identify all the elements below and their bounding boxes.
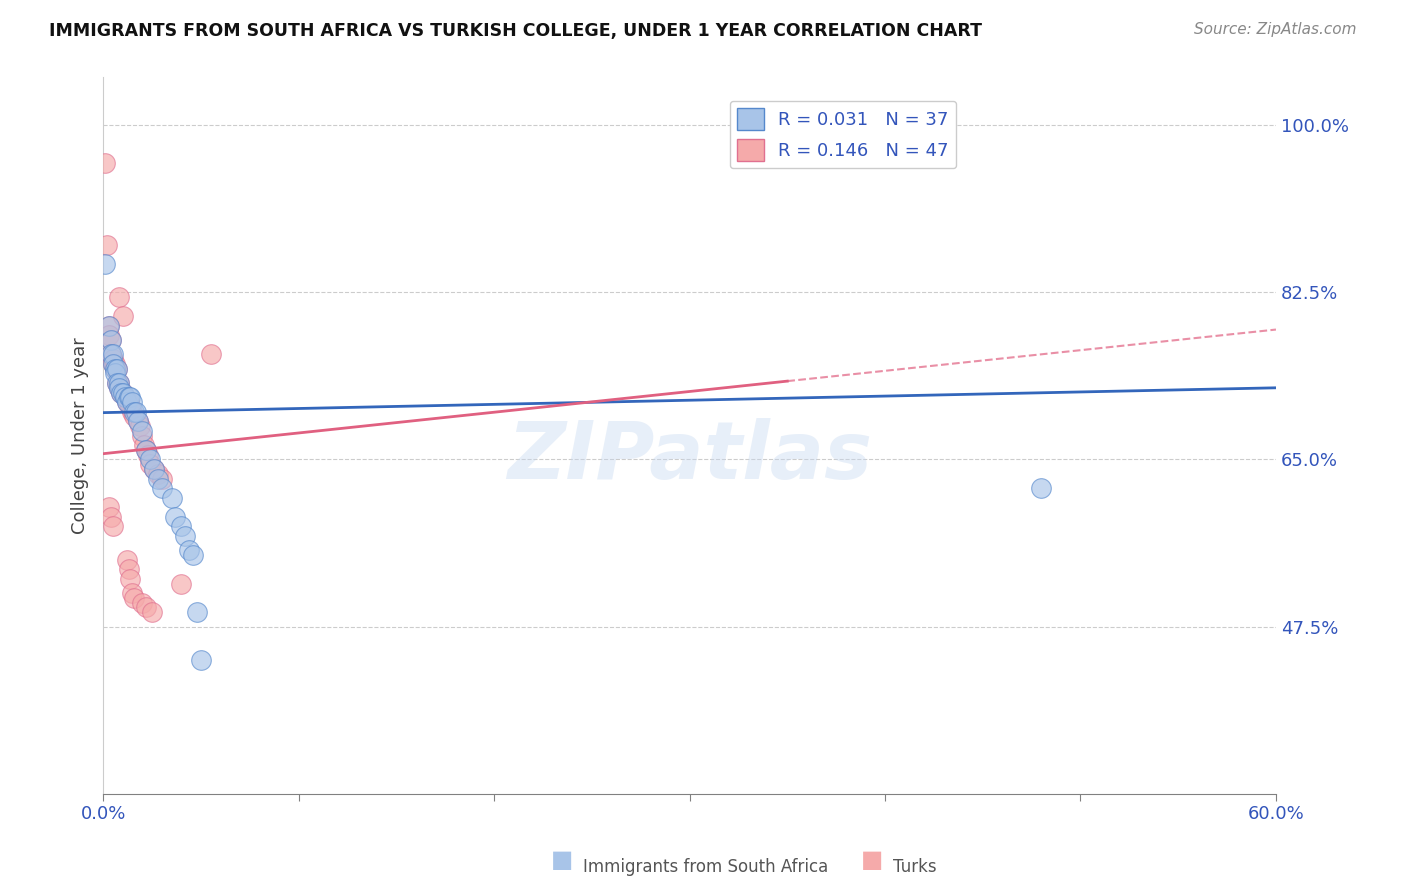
- Text: ZIPatlas: ZIPatlas: [508, 418, 872, 496]
- Point: [111, 309, 134, 323]
- Point: [107, 381, 129, 395]
- Point: [120, 572, 142, 586]
- Point: [115, 395, 138, 409]
- Point: [117, 395, 139, 409]
- Point: [135, 600, 157, 615]
- Legend: R = 0.031   N = 37, R = 0.146   N = 47: R = 0.031 N = 37, R = 0.146 N = 47: [730, 101, 956, 169]
- Point: [124, 405, 146, 419]
- Point: [134, 438, 156, 452]
- Point: [114, 390, 136, 404]
- Point: [111, 385, 134, 400]
- Point: [101, 519, 124, 533]
- Point: [142, 462, 165, 476]
- Point: [141, 605, 163, 619]
- Point: [120, 400, 142, 414]
- Point: [98, 500, 121, 515]
- Point: [98, 318, 121, 333]
- Point: [121, 586, 143, 600]
- Point: [111, 385, 134, 400]
- Point: [105, 361, 128, 376]
- Text: Source: ZipAtlas.com: Source: ZipAtlas.com: [1194, 22, 1357, 37]
- Point: [174, 529, 197, 543]
- Point: [115, 552, 138, 566]
- Point: [121, 405, 143, 419]
- Point: [131, 428, 153, 442]
- Point: [110, 385, 132, 400]
- Y-axis label: College, Under 1 year: College, Under 1 year: [72, 337, 89, 534]
- Point: [100, 509, 122, 524]
- Point: [115, 395, 138, 409]
- Point: [117, 562, 139, 576]
- Point: [125, 405, 148, 419]
- Point: [104, 361, 127, 376]
- Point: [104, 367, 127, 381]
- Point: [101, 352, 124, 367]
- Point: [96, 237, 118, 252]
- Point: [98, 318, 121, 333]
- Point: [165, 509, 187, 524]
- Point: [105, 361, 128, 376]
- Point: [114, 390, 136, 404]
- Point: [110, 385, 132, 400]
- Point: [120, 390, 142, 404]
- Point: [139, 457, 162, 471]
- Point: [107, 376, 129, 390]
- Point: [146, 467, 169, 481]
- Point: [101, 357, 124, 371]
- Point: [124, 591, 146, 605]
- Point: [101, 347, 124, 361]
- Point: [200, 347, 222, 361]
- Point: [101, 357, 124, 371]
- Point: [136, 448, 159, 462]
- Point: [150, 481, 173, 495]
- Text: ■: ■: [860, 848, 883, 872]
- Text: IMMIGRANTS FROM SOUTH AFRICA VS TURKISH COLLEGE, UNDER 1 YEAR CORRELATION CHART: IMMIGRANTS FROM SOUTH AFRICA VS TURKISH …: [49, 22, 983, 40]
- Point: [135, 442, 157, 457]
- Point: [181, 548, 204, 562]
- Text: Immigrants from South Africa: Immigrants from South Africa: [583, 858, 828, 876]
- Point: [179, 543, 201, 558]
- Point: [190, 653, 212, 667]
- Point: [104, 357, 127, 371]
- Text: Turks: Turks: [893, 858, 936, 876]
- Point: [107, 290, 129, 304]
- Point: [105, 376, 128, 390]
- Point: [100, 333, 122, 347]
- Point: [107, 376, 129, 390]
- Point: [98, 328, 121, 343]
- Point: [94, 156, 117, 170]
- Point: [127, 414, 149, 428]
- Point: [146, 471, 169, 485]
- Point: [142, 462, 165, 476]
- Point: [129, 419, 152, 434]
- Point: [127, 414, 149, 428]
- Point: [160, 491, 183, 505]
- Point: [121, 395, 143, 409]
- Point: [100, 333, 122, 347]
- Point: [100, 347, 122, 361]
- Point: [104, 361, 127, 376]
- Point: [1031, 481, 1053, 495]
- Point: [186, 605, 208, 619]
- Point: [105, 376, 128, 390]
- Point: [135, 442, 157, 457]
- Point: [170, 519, 193, 533]
- Point: [124, 409, 146, 424]
- Point: [94, 257, 117, 271]
- Point: [131, 424, 153, 438]
- Point: [100, 347, 122, 361]
- Point: [131, 596, 153, 610]
- Text: ■: ■: [551, 848, 574, 872]
- Point: [170, 576, 193, 591]
- Point: [107, 381, 129, 395]
- Point: [150, 471, 173, 485]
- Point: [117, 390, 139, 404]
- Point: [139, 452, 162, 467]
